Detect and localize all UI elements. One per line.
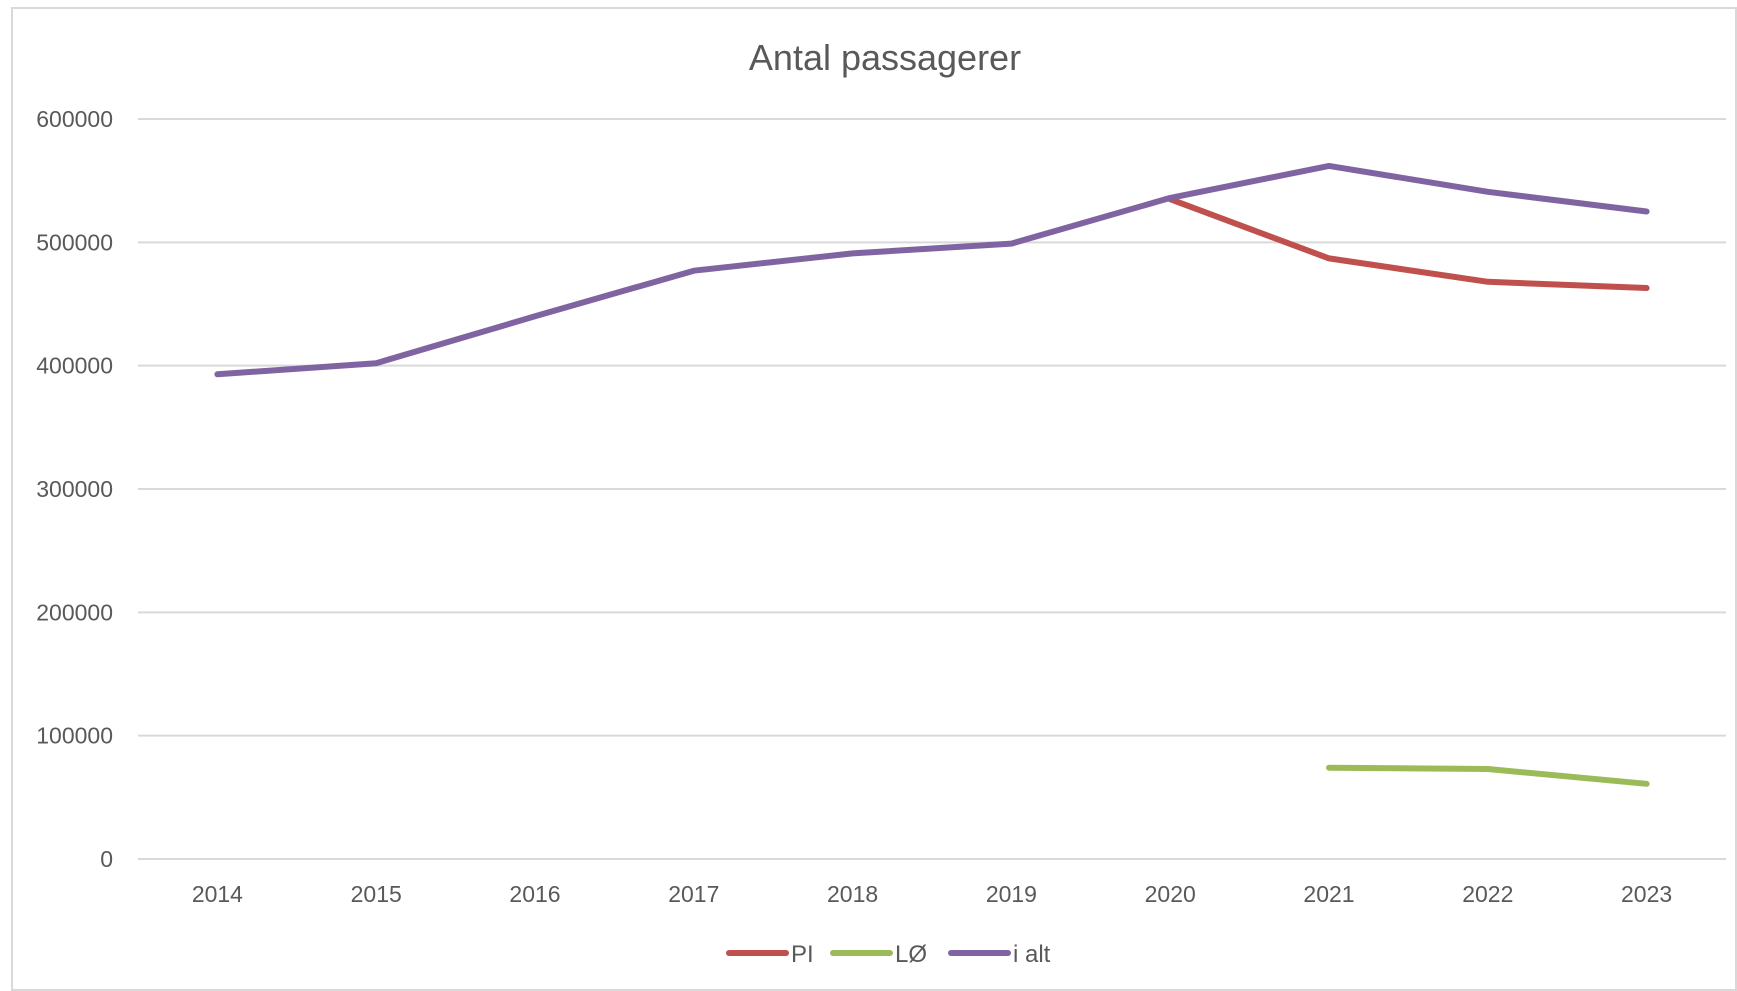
y-tick-label: 200000 bbox=[36, 599, 113, 625]
x-tick-label: 2019 bbox=[986, 881, 1037, 907]
legend-label: i alt bbox=[1013, 941, 1051, 968]
x-tick-label: 2023 bbox=[1621, 881, 1672, 907]
legend-item: LØ bbox=[830, 941, 927, 968]
legend-item: PI bbox=[726, 941, 814, 968]
y-tick-label: 100000 bbox=[36, 723, 113, 749]
y-tick-label: 600000 bbox=[36, 106, 113, 132]
series-line-2 bbox=[214, 162, 1650, 378]
y-tick-label: 500000 bbox=[36, 229, 113, 255]
legend-item: i alt bbox=[948, 941, 1051, 968]
chart-title: Antal passagerer bbox=[749, 37, 1021, 78]
x-tick-label: 2016 bbox=[509, 881, 560, 907]
series-lines bbox=[214, 162, 1650, 787]
x-tick-label: 2017 bbox=[668, 881, 719, 907]
x-tick-label: 2022 bbox=[1462, 881, 1513, 907]
legend-label: LØ bbox=[895, 941, 927, 968]
series-line-1 bbox=[1326, 764, 1650, 787]
y-tick-label: 0 bbox=[100, 846, 113, 872]
legend: PI LØ i alt bbox=[726, 941, 1051, 968]
legend-label: PI bbox=[791, 941, 814, 968]
x-tick-label: 2018 bbox=[827, 881, 878, 907]
chart-border bbox=[11, 7, 1737, 991]
series-line-0 bbox=[1167, 196, 1650, 291]
y-tick-label: 400000 bbox=[36, 353, 113, 379]
x-tick-label: 2015 bbox=[351, 881, 402, 907]
x-tick-label: 2014 bbox=[192, 881, 243, 907]
y-axis-ticks: 0 100000 200000 300000 400000 500000 600000 bbox=[36, 106, 113, 872]
y-tick-label: 300000 bbox=[36, 476, 113, 502]
x-tick-label: 2020 bbox=[1145, 881, 1196, 907]
x-axis-ticks: 2014 2015 2016 2017 2018 2019 2020 2021 2022 2023 bbox=[192, 881, 1672, 907]
x-tick-label: 2021 bbox=[1303, 881, 1354, 907]
gridlines bbox=[138, 118, 1726, 860]
